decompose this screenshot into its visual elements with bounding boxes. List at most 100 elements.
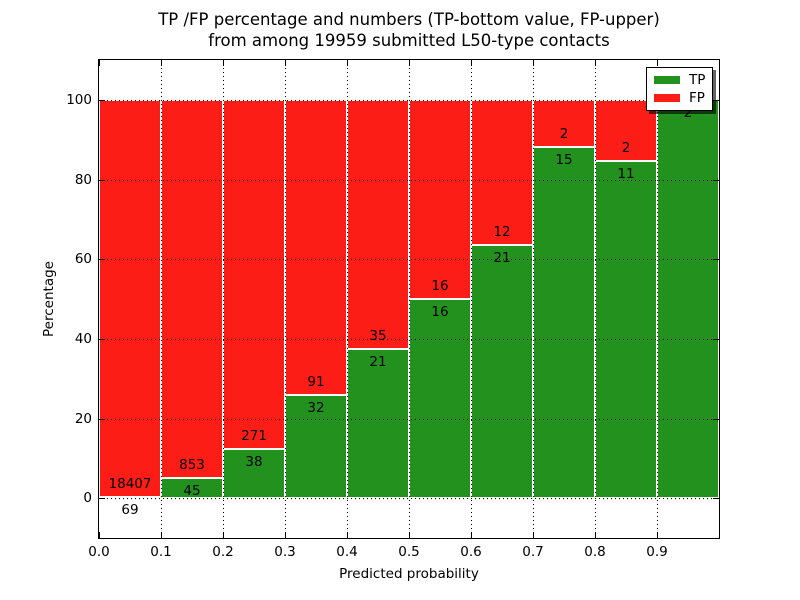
y-tick-left <box>99 99 105 101</box>
x-tick-label: 0.3 <box>274 544 296 560</box>
x-tick-top <box>285 60 286 66</box>
legend-label-fp: FP <box>689 89 705 106</box>
x-tick-top <box>657 60 658 66</box>
x-tick-bottom <box>657 532 658 538</box>
y-tick-right <box>713 179 719 181</box>
fp-color-swatch-icon <box>654 93 680 102</box>
x-tick-label: 0.4 <box>336 544 358 560</box>
y-tick-right <box>713 418 719 420</box>
gridline-vertical <box>471 60 472 538</box>
x-tick-label: 0.7 <box>522 544 544 560</box>
bar-segment-tp <box>471 244 533 499</box>
y-tick-label: 60 <box>74 251 92 268</box>
legend-entry-tp: TP <box>654 73 705 87</box>
tp-count-label: 38 <box>245 454 263 471</box>
x-tick-top <box>99 60 100 66</box>
bar-segment-fp <box>533 99 595 147</box>
chart-title-line1: TP /FP percentage and numbers (TP-bottom… <box>158 10 660 29</box>
tp-count-label: 45 <box>183 483 201 500</box>
gridline-vertical <box>223 60 224 538</box>
x-tick-top <box>409 60 410 66</box>
tp-count-label: 11 <box>617 166 635 183</box>
y-tick-right <box>713 99 719 101</box>
chart-title: TP /FP percentage and numbers (TP-bottom… <box>99 9 719 51</box>
tp-count-label: 21 <box>369 353 387 370</box>
x-tick-label: 0.9 <box>646 544 668 560</box>
bar-segment-fp <box>161 99 223 479</box>
bar-segment-tp <box>347 348 409 499</box>
y-tick-left <box>99 338 105 340</box>
y-axis-label: Percentage <box>41 261 57 337</box>
fp-count-label: 12 <box>493 223 511 240</box>
fp-count-label: 2 <box>621 140 631 157</box>
y-tick-label: 80 <box>74 171 92 188</box>
x-tick-bottom <box>285 532 286 538</box>
bar-segment-tp <box>409 299 471 499</box>
gridline-horizontal <box>99 259 719 261</box>
y-tick-left <box>99 418 105 420</box>
fp-count-label: 271 <box>241 428 267 445</box>
gridline-horizontal <box>99 99 719 101</box>
x-tick-top <box>595 60 596 66</box>
x-tick-label: 0.5 <box>398 544 420 560</box>
x-tick-bottom <box>471 532 472 538</box>
gridline-vertical <box>161 60 162 538</box>
tp-count-label: 32 <box>307 399 325 416</box>
gridline-vertical <box>409 60 410 538</box>
gridline-horizontal <box>99 498 719 500</box>
tp-count-label: 21 <box>493 249 511 266</box>
gridline-vertical <box>533 60 534 538</box>
x-tick-bottom <box>223 532 224 538</box>
fp-count-label: 35 <box>369 327 387 344</box>
y-tick-label: 0 <box>83 490 92 507</box>
tp-color-swatch-icon <box>654 76 680 85</box>
x-tick-top <box>347 60 348 66</box>
x-tick-bottom <box>595 532 596 538</box>
bar-segment-fp <box>223 99 285 450</box>
fp-count-label: 18407 <box>108 475 152 492</box>
y-tick-left <box>99 179 105 181</box>
x-tick-bottom <box>161 532 162 538</box>
x-tick-bottom <box>99 532 100 538</box>
x-tick-bottom <box>347 532 348 538</box>
bar-segment-fp <box>285 99 347 395</box>
y-tick-right <box>713 338 719 340</box>
x-tick-top <box>161 60 162 66</box>
gridline-vertical <box>347 60 348 538</box>
x-tick-label: 0.1 <box>150 544 172 560</box>
bar-segment-fp <box>347 99 409 349</box>
legend-label-tp: TP <box>689 72 706 89</box>
fp-count-label: 853 <box>179 457 205 474</box>
x-tick-bottom <box>533 532 534 538</box>
gridline-vertical <box>285 60 286 538</box>
fp-count-label: 16 <box>431 278 449 294</box>
x-axis-label: Predicted probability <box>339 566 479 582</box>
y-tick-label: 20 <box>74 410 92 427</box>
chart-title-line2: from among 19959 submitted L50-type cont… <box>208 31 610 50</box>
gridline-vertical <box>657 60 658 538</box>
y-tick-right <box>713 498 719 500</box>
bar-segment-tp <box>223 449 285 499</box>
x-tick-label: 0.6 <box>460 544 482 560</box>
gridline-horizontal <box>99 338 719 340</box>
gridline-horizontal <box>99 418 719 420</box>
tp-count-label: 15 <box>555 151 573 168</box>
bar-segment-tp <box>533 146 595 499</box>
y-tick-left <box>99 259 105 261</box>
gridline-vertical <box>595 60 596 538</box>
x-tick-label: 0.2 <box>212 544 234 560</box>
bar-segment-fp <box>409 99 471 299</box>
legend-entry-fp: FP <box>654 91 705 105</box>
fp-count-label: 2 <box>559 125 569 142</box>
x-tick-bottom <box>409 532 410 538</box>
bar-segment-fp <box>99 99 161 497</box>
y-tick-label: 100 <box>66 91 92 108</box>
tp-count-label: 16 <box>431 304 449 320</box>
y-tick-left <box>99 498 105 500</box>
fp-count-label: 91 <box>307 373 325 390</box>
x-tick-top <box>471 60 472 66</box>
bar-segment-tp <box>595 161 657 499</box>
tp-count-label: 2 <box>683 104 693 121</box>
